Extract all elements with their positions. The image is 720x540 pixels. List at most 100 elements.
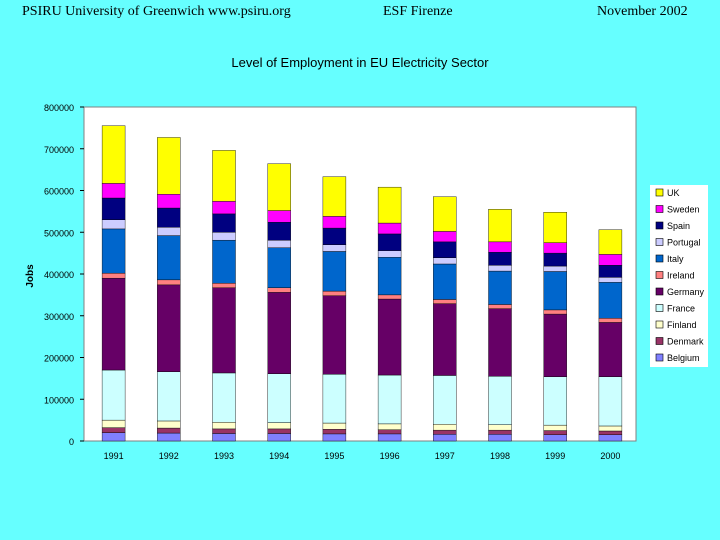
bar-segment <box>488 376 512 425</box>
bar-segment <box>267 247 291 288</box>
bar-segment <box>543 376 567 426</box>
y-tick-label: 300000 <box>44 312 74 322</box>
legend-label: Belgium <box>667 353 700 363</box>
bar-segment <box>598 277 623 283</box>
bar-segment <box>322 290 347 296</box>
x-tick-label: 1998 <box>490 451 510 461</box>
x-tick-label: 1996 <box>380 451 400 461</box>
x-tick-label: 1992 <box>159 451 179 461</box>
bar-segment <box>433 241 457 258</box>
legend-label: Portugal <box>667 238 701 248</box>
bar-segment <box>377 294 402 300</box>
bar-segment <box>157 432 181 442</box>
bar-segment <box>598 430 623 435</box>
bar-segment <box>267 428 291 434</box>
bar-segment <box>212 433 236 442</box>
bar-segment <box>157 279 181 286</box>
bar-segment <box>267 373 291 423</box>
legend-label: France <box>667 304 695 314</box>
bar-segment <box>322 227 347 245</box>
bar-segment <box>433 303 457 376</box>
bar-segment <box>212 428 236 434</box>
legend-swatch <box>655 188 664 197</box>
x-tick-label: 1995 <box>324 451 344 461</box>
bar-segment <box>212 422 236 430</box>
bar-segment <box>598 229 623 255</box>
legend-swatch <box>655 353 664 362</box>
bar-segment <box>598 254 623 266</box>
bar-segment <box>377 298 402 376</box>
bar-segment <box>212 372 236 423</box>
legend-swatch <box>655 320 664 329</box>
legend-label: Denmark <box>667 337 704 347</box>
y-tick-label: 200000 <box>44 354 74 364</box>
bar-segment <box>267 287 291 293</box>
bar-segment <box>157 235 181 281</box>
bar-segment <box>101 272 126 279</box>
y-axis-label: Jobs <box>25 264 36 288</box>
legend-swatch <box>655 254 664 263</box>
bar-segment <box>377 250 402 258</box>
bar-segment <box>377 423 402 430</box>
x-tick-label: 1993 <box>214 451 234 461</box>
bar-segment <box>377 374 402 425</box>
bar-segment <box>267 239 291 248</box>
bar-segment <box>377 257 402 296</box>
bar-segment <box>157 227 181 236</box>
bar-segment <box>101 277 126 371</box>
bar-segment <box>488 429 512 435</box>
bar-segment <box>212 213 236 233</box>
bar-segment <box>488 424 512 431</box>
bar-segment <box>488 252 512 266</box>
legend-label: Finland <box>667 320 697 330</box>
bar-segment <box>598 376 623 427</box>
bar-segment <box>488 209 512 243</box>
bar-segment <box>212 201 236 215</box>
y-tick-label: 100000 <box>44 395 74 405</box>
bar-segment <box>433 263 457 300</box>
bar-segment <box>543 242 567 254</box>
legend-label: Spain <box>667 221 690 231</box>
chart-title: Level of Employment in EU Electricity Se… <box>231 55 489 70</box>
bar-segment <box>212 287 236 374</box>
bar-segment <box>322 176 347 217</box>
bar-segment <box>433 375 457 425</box>
bar-segment <box>267 433 291 442</box>
bar-segment <box>322 244 347 252</box>
bar-segment <box>488 265 512 272</box>
bar-segment <box>101 219 126 230</box>
bar-segment <box>101 228 126 274</box>
bar-segment <box>488 308 512 377</box>
bar-segment <box>543 265 567 272</box>
bar-segment <box>543 212 567 243</box>
bar-segment <box>377 186 402 224</box>
bar-segment <box>598 282 623 319</box>
x-tick-label: 2000 <box>600 451 620 461</box>
legend-label: Germany <box>667 287 705 297</box>
legend-swatch <box>655 287 664 296</box>
bar-segment <box>267 210 291 223</box>
legend-label: Ireland <box>667 271 695 281</box>
bar-segment <box>157 284 181 372</box>
bar-segment <box>488 304 512 309</box>
bar-segment <box>488 241 512 253</box>
y-tick-label: 0 <box>69 437 74 447</box>
bar-segment <box>322 295 347 375</box>
bar-segment <box>322 429 347 435</box>
header-center-text: ESF Firenze <box>383 4 453 19</box>
legend-label: Italy <box>667 254 684 264</box>
bar-segment <box>543 271 567 311</box>
bar-segment <box>212 232 236 241</box>
bar-segment <box>322 433 347 442</box>
bar-segment <box>488 270 512 305</box>
bar-segment <box>433 434 457 442</box>
bar-segment <box>598 434 623 442</box>
bar-segment <box>101 369 126 421</box>
y-tick-label: 800000 <box>44 103 74 113</box>
bar-segment <box>433 257 457 265</box>
bar-segment <box>101 197 126 220</box>
bar-segment <box>598 265 623 278</box>
bar-segment <box>157 371 181 422</box>
x-tick-label: 1994 <box>269 451 289 461</box>
bar-segment <box>322 216 347 229</box>
